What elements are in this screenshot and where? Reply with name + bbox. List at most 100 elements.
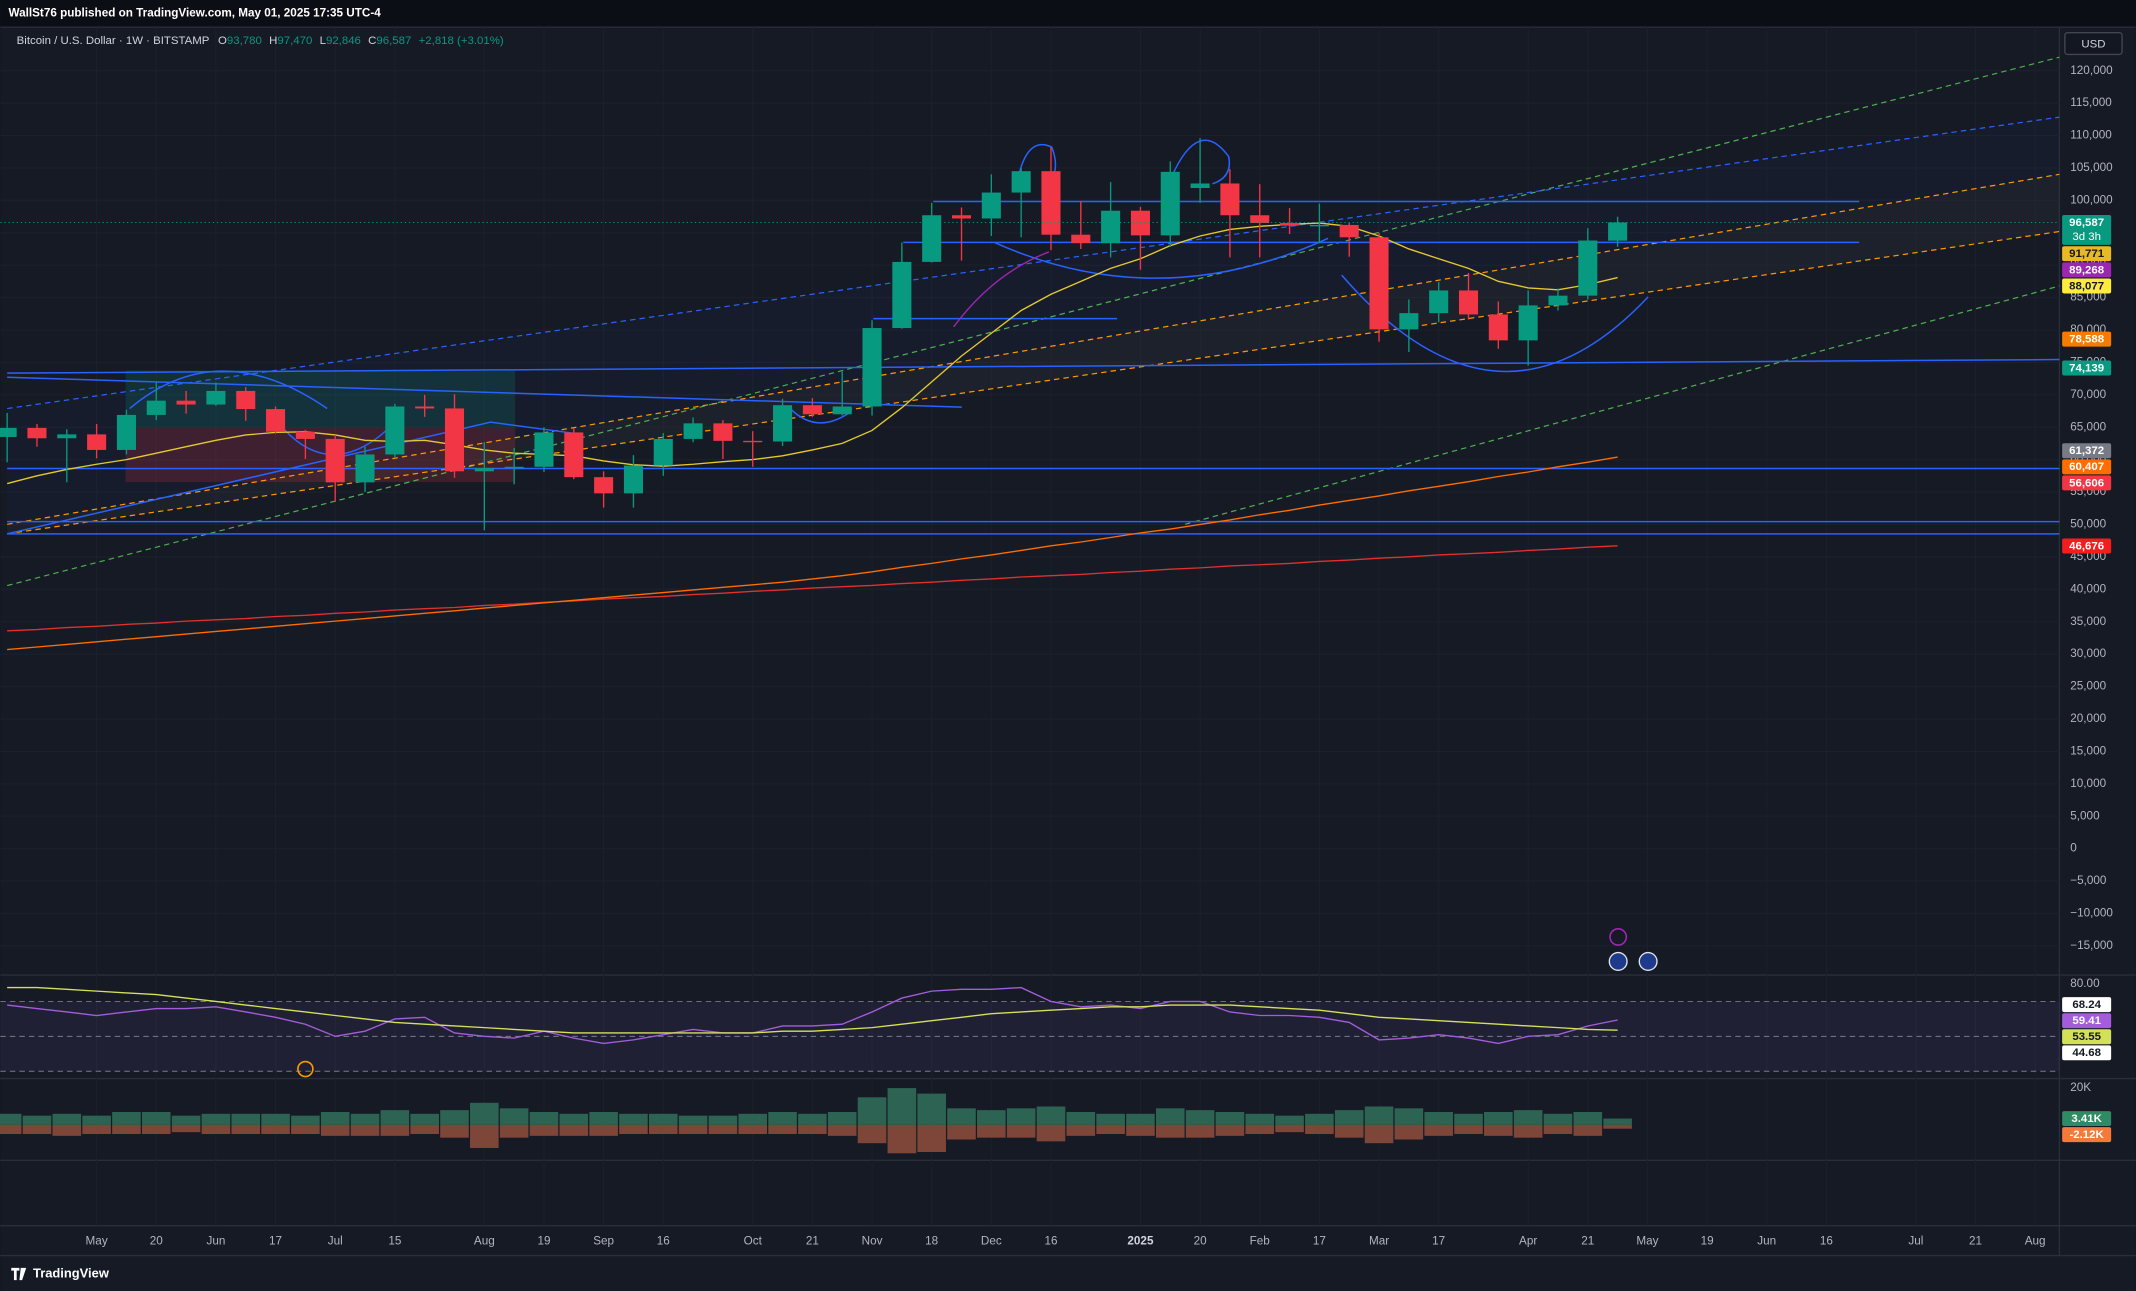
y-tick-label: 80.00 bbox=[2070, 977, 2100, 990]
volume-bar bbox=[320, 1124, 350, 1136]
candle-body bbox=[951, 215, 972, 219]
volume-bar bbox=[52, 1113, 82, 1125]
volume-bar bbox=[1573, 1111, 1603, 1125]
footer: TradingView bbox=[11, 1265, 110, 1280]
volume-bar bbox=[827, 1124, 857, 1136]
volume-bar bbox=[1543, 1113, 1573, 1125]
candle-body bbox=[1429, 290, 1449, 314]
x-tick-label: Jun bbox=[206, 1234, 225, 1247]
y-tick-label: 40,000 bbox=[2070, 582, 2106, 595]
currency[interactable]: USD bbox=[2081, 38, 2105, 50]
x-tick-label: Feb bbox=[1250, 1234, 1271, 1247]
x-tick-label: Dec bbox=[981, 1234, 1002, 1247]
volume-bar bbox=[410, 1124, 439, 1135]
volume-bar bbox=[648, 1124, 678, 1135]
candle-body bbox=[713, 423, 733, 441]
volume-bar bbox=[827, 1111, 857, 1125]
indicator-line bbox=[7, 986, 1618, 1034]
volume-bar bbox=[589, 1124, 618, 1136]
x-tick-label: 15 bbox=[388, 1234, 402, 1247]
volume-bar bbox=[619, 1124, 648, 1135]
x-tick-label: Sep bbox=[593, 1234, 614, 1247]
price-label: 96,587 bbox=[2069, 217, 2104, 229]
volume-bar bbox=[977, 1110, 1006, 1125]
volume-bar bbox=[947, 1124, 976, 1140]
volume-bar bbox=[977, 1124, 1006, 1138]
volume-bar bbox=[52, 1124, 82, 1136]
indicator-line bbox=[7, 456, 1618, 651]
volume-bar bbox=[1275, 1124, 1304, 1133]
volume-bar bbox=[350, 1124, 380, 1136]
y-tick-label: 85,000 bbox=[2070, 291, 2106, 304]
volume-bar bbox=[1066, 1124, 1096, 1136]
grid bbox=[0, 27, 2060, 1226]
price-label-box bbox=[2062, 262, 2112, 278]
marks: May 20 Jun 17 Jul 15 Aug 19 Sep 16 Oct 21 Nov 18 Dec 16… bbox=[0, 64, 2113, 1247]
candle-body bbox=[1190, 183, 1210, 189]
volume-bar bbox=[171, 1124, 201, 1133]
candle-body bbox=[116, 414, 136, 450]
candle-body bbox=[1458, 290, 1479, 315]
volume-bar bbox=[887, 1088, 917, 1125]
y-tick-label: 35,000 bbox=[2070, 615, 2106, 628]
candle-body bbox=[1548, 295, 1568, 306]
volume-bar bbox=[708, 1124, 738, 1135]
candle-body bbox=[87, 434, 107, 450]
volume-bar bbox=[82, 1124, 111, 1135]
volume-bar bbox=[619, 1113, 648, 1125]
volume-bar bbox=[529, 1111, 559, 1125]
volume-bar bbox=[1066, 1111, 1096, 1125]
currency-button[interactable]: USD bbox=[2064, 32, 2123, 56]
candle-body bbox=[1280, 223, 1300, 226]
candle-body bbox=[623, 465, 643, 494]
price-label-box bbox=[2062, 997, 2112, 1013]
candle-body bbox=[415, 406, 435, 409]
legend-key: C bbox=[368, 35, 376, 47]
volume-bar bbox=[678, 1124, 708, 1135]
volume-bar bbox=[201, 1113, 231, 1125]
y-tick-label: −15,000 bbox=[2070, 939, 2113, 952]
currency-box[interactable] bbox=[2064, 32, 2123, 56]
volume-bar bbox=[917, 1093, 946, 1125]
volume-bar bbox=[1334, 1110, 1364, 1125]
volume-bar bbox=[1126, 1113, 1155, 1125]
y-tick-label: 100,000 bbox=[2070, 193, 2113, 206]
volume-bar bbox=[499, 1108, 529, 1125]
volume-bar bbox=[1305, 1113, 1334, 1125]
candle-body bbox=[474, 468, 494, 472]
price-label-box bbox=[2062, 331, 2112, 347]
volume-bar bbox=[1215, 1111, 1245, 1125]
volume-bar bbox=[201, 1124, 231, 1135]
volume-bar bbox=[917, 1124, 946, 1153]
y-tick-label: −5,000 bbox=[2070, 874, 2107, 887]
volume-bar bbox=[1424, 1124, 1453, 1136]
candle-body bbox=[236, 390, 256, 410]
candle-body bbox=[743, 440, 763, 443]
x-tick-label: 16 bbox=[657, 1234, 670, 1247]
volume-bar bbox=[440, 1110, 469, 1125]
y-tick-label: 30,000 bbox=[2070, 647, 2106, 660]
volume-bar bbox=[857, 1097, 887, 1125]
x-tick-label: 16 bbox=[1044, 1234, 1057, 1247]
x-tick-label: 19 bbox=[537, 1234, 550, 1247]
volume-bar bbox=[1155, 1124, 1185, 1138]
volume-bar bbox=[1155, 1108, 1185, 1125]
legend-value: 92,846 bbox=[326, 35, 361, 47]
x-tick-label: 17 bbox=[1313, 1234, 1326, 1247]
volume-bar bbox=[559, 1113, 589, 1125]
volume-bar bbox=[857, 1124, 887, 1144]
candle-body bbox=[683, 423, 703, 439]
candle-body bbox=[1339, 224, 1359, 238]
candle-body bbox=[564, 432, 584, 478]
brand: TradingView bbox=[33, 1265, 110, 1280]
volume-bar bbox=[0, 1113, 22, 1125]
candle-body bbox=[57, 434, 77, 439]
y-tick-label: 25,000 bbox=[2070, 680, 2106, 693]
x-tick-label: 20 bbox=[1194, 1234, 1208, 1247]
legend-value: 97,470 bbox=[277, 35, 312, 47]
candle-body bbox=[295, 431, 315, 439]
candle-body bbox=[146, 400, 166, 415]
candle-body bbox=[1011, 171, 1031, 193]
volume-bar bbox=[1275, 1115, 1304, 1125]
